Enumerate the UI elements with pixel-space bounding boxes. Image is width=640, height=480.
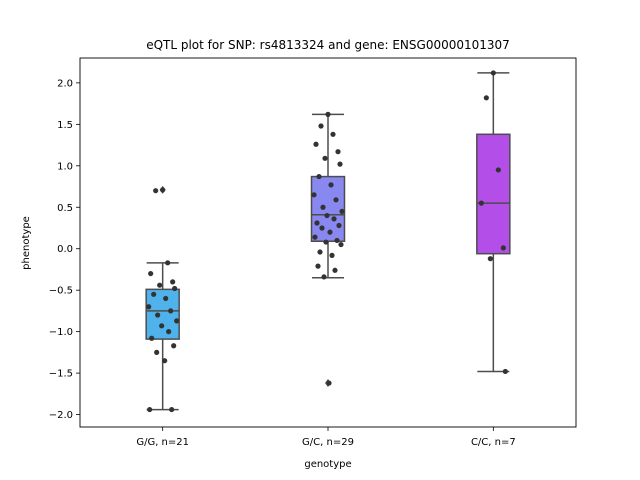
box (145, 288, 180, 340)
data-point (478, 200, 484, 206)
data-point (502, 368, 508, 375)
y-tick-label: −2.0 (49, 410, 73, 421)
data-point (329, 252, 335, 258)
plot-area (145, 70, 511, 413)
data-point (159, 323, 165, 329)
box (476, 133, 511, 255)
data-point (500, 245, 506, 251)
data-point (332, 267, 338, 273)
data-point (490, 70, 496, 76)
data-point (325, 111, 331, 117)
data-point (318, 123, 324, 129)
data-point (483, 95, 489, 101)
data-point (163, 295, 169, 302)
data-point (172, 285, 178, 292)
data-point (331, 216, 337, 222)
data-point (487, 256, 493, 262)
data-point (160, 187, 166, 193)
x-tick-label: G/C, n=29 (302, 437, 354, 448)
data-point (313, 141, 319, 147)
data-point (147, 406, 153, 413)
data-point (326, 380, 332, 386)
data-point (334, 237, 340, 244)
y-tick-label: −0.5 (49, 286, 73, 297)
data-point (168, 308, 174, 314)
data-point (317, 249, 323, 255)
data-point (319, 225, 325, 231)
y-tick-label: 0.5 (57, 203, 73, 214)
y-tick-label: −1.5 (49, 369, 73, 380)
x-axis-label: genotype (304, 459, 351, 470)
y-tick-label: −1.0 (49, 327, 73, 338)
data-point (495, 167, 501, 173)
data-point (328, 182, 334, 188)
data-point (312, 234, 318, 240)
data-point (148, 270, 154, 277)
data-point (165, 260, 171, 266)
data-point (322, 155, 328, 161)
data-point (316, 173, 322, 180)
data-point (171, 343, 177, 349)
data-point (311, 192, 317, 198)
data-point (314, 220, 320, 226)
data-point (323, 239, 329, 245)
data-point (324, 212, 330, 219)
data-point (162, 358, 168, 364)
data-point (321, 274, 327, 280)
data-point (315, 263, 321, 269)
data-point (155, 312, 161, 318)
data-point (169, 406, 175, 413)
data-point (157, 282, 163, 288)
data-point (327, 229, 333, 235)
data-point (336, 222, 342, 229)
data-point (320, 204, 326, 210)
data-point (335, 149, 341, 155)
data-point (338, 241, 344, 248)
data-point (146, 304, 152, 310)
y-tick-label: 2.0 (57, 78, 73, 89)
data-point (339, 208, 345, 215)
data-point (154, 349, 160, 355)
data-point (174, 318, 180, 324)
y-tick-label: 1.5 (57, 120, 73, 131)
data-point (333, 197, 339, 203)
data-point (149, 335, 155, 341)
x-tick-label: G/G, n=21 (136, 437, 189, 448)
chart-title: eQTL plot for SNP: rs4813324 and gene: E… (146, 38, 510, 52)
y-tick-label: 1.0 (57, 161, 73, 172)
data-point (166, 329, 172, 335)
y-tick-label: 0.0 (57, 244, 73, 255)
data-point (337, 161, 343, 167)
x-tick-label: C/C, n=7 (471, 437, 516, 448)
data-point (170, 279, 176, 285)
data-point (151, 291, 157, 297)
y-axis-label: phenotype (21, 216, 32, 270)
data-point (153, 188, 159, 194)
data-point (330, 131, 336, 137)
